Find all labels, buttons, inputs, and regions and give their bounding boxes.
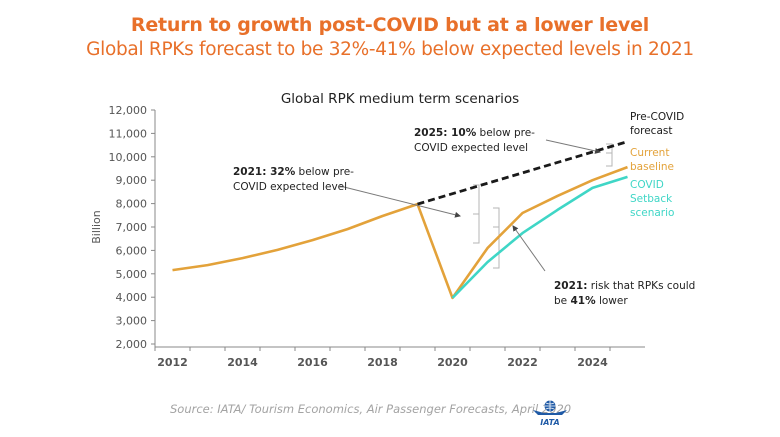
legend-setback-text: Setback xyxy=(630,193,673,205)
annotation-2021-32pct-text: below pre- xyxy=(295,166,354,178)
y-tick-label: 4,000 xyxy=(116,291,148,304)
y-tick-label: 2,000 xyxy=(116,338,148,351)
y-tick-label: 11,000 xyxy=(109,127,148,140)
x-tick-label: 2012 xyxy=(157,356,188,369)
legend-setback-text: COVID xyxy=(630,179,664,191)
precovid-forecast-line xyxy=(417,140,628,206)
legend-precovid-text: forecast xyxy=(630,125,672,137)
x-tick-label: 2024 xyxy=(577,356,608,369)
y-tick-label: 10,000 xyxy=(109,151,148,164)
x-tick-label: 2020 xyxy=(437,356,468,369)
source-note: Source: IATA/ Tourism Economics, Air Pas… xyxy=(170,402,572,416)
x-tick-label: 2016 xyxy=(297,356,328,369)
annotation-2021-41pct-bold2: 41% xyxy=(570,295,596,307)
annotation-2025-10pct-line2: COVID expected level xyxy=(414,142,528,154)
annotation-2021-41pct-line2: be 41% lower xyxy=(554,295,628,307)
annotation-2021-32pct-bold: 2021: 32% xyxy=(233,166,296,178)
legend-precovid-text: Pre-COVID xyxy=(630,111,684,123)
y-tick-label: 9,000 xyxy=(116,174,148,187)
y-tick-label: 8,000 xyxy=(116,198,148,211)
wings-icon xyxy=(533,410,567,415)
annotation-arrow-2021-41pct xyxy=(512,225,546,272)
current-baseline-line xyxy=(172,165,628,300)
x-tick-label: 2022 xyxy=(507,356,538,369)
y-tick-label: 12,000 xyxy=(109,104,148,117)
annotation-2021-41pct-text: risk that RPKs could xyxy=(587,280,695,292)
y-tick-label: 7,000 xyxy=(116,221,148,234)
covid-setback-line xyxy=(451,175,628,299)
y-tick-label: 6,000 xyxy=(116,244,148,257)
bracket-2025-10pct xyxy=(606,143,613,167)
slide-subtitle: Global RPKs forecast to be 32%-41% below… xyxy=(86,39,694,60)
annotation-2021-32pct-line1: 2021: 32% below pre- xyxy=(233,166,354,178)
annotation-2025-10pct-text: below pre- xyxy=(476,127,535,139)
legend-baseline-text: Current xyxy=(630,147,669,159)
annotation-2021-41pct-line1: 2021: risk that RPKs could xyxy=(554,280,695,292)
annotation-arrow-2025-10pct xyxy=(545,139,601,154)
slide-title: Return to growth post-COVID but at a low… xyxy=(130,14,650,36)
x-tick-label: 2014 xyxy=(227,356,258,369)
annotation-2021-41pct-post: lower xyxy=(596,295,629,307)
y-axis-label: Billion xyxy=(90,210,103,244)
annotation-arrow-2021-32pct xyxy=(339,185,461,218)
legend-setback-text: scenario xyxy=(630,207,674,219)
legend-baseline-text: baseline xyxy=(630,161,674,173)
y-tick-label: 5,000 xyxy=(116,268,148,281)
iata-logo: IATA xyxy=(533,400,567,427)
annotation-2025-10pct-line1: 2025: 10% below pre- xyxy=(414,127,535,139)
bracket-2021-32pct xyxy=(473,184,480,244)
annotation-2021-41pct-bold: 2021: xyxy=(554,280,587,292)
annotation-2021-32pct-line2: COVID expected level xyxy=(233,181,347,193)
chart-title: Global RPK medium term scenarios xyxy=(280,91,520,107)
iata-logo-text: IATA xyxy=(540,418,559,427)
x-tick-label: 2018 xyxy=(367,356,398,369)
annotation-2021-41pct-pre: be xyxy=(554,295,570,307)
y-tick-label: 3,000 xyxy=(116,315,148,328)
annotation-2025-10pct-bold: 2025: 10% xyxy=(414,127,477,139)
